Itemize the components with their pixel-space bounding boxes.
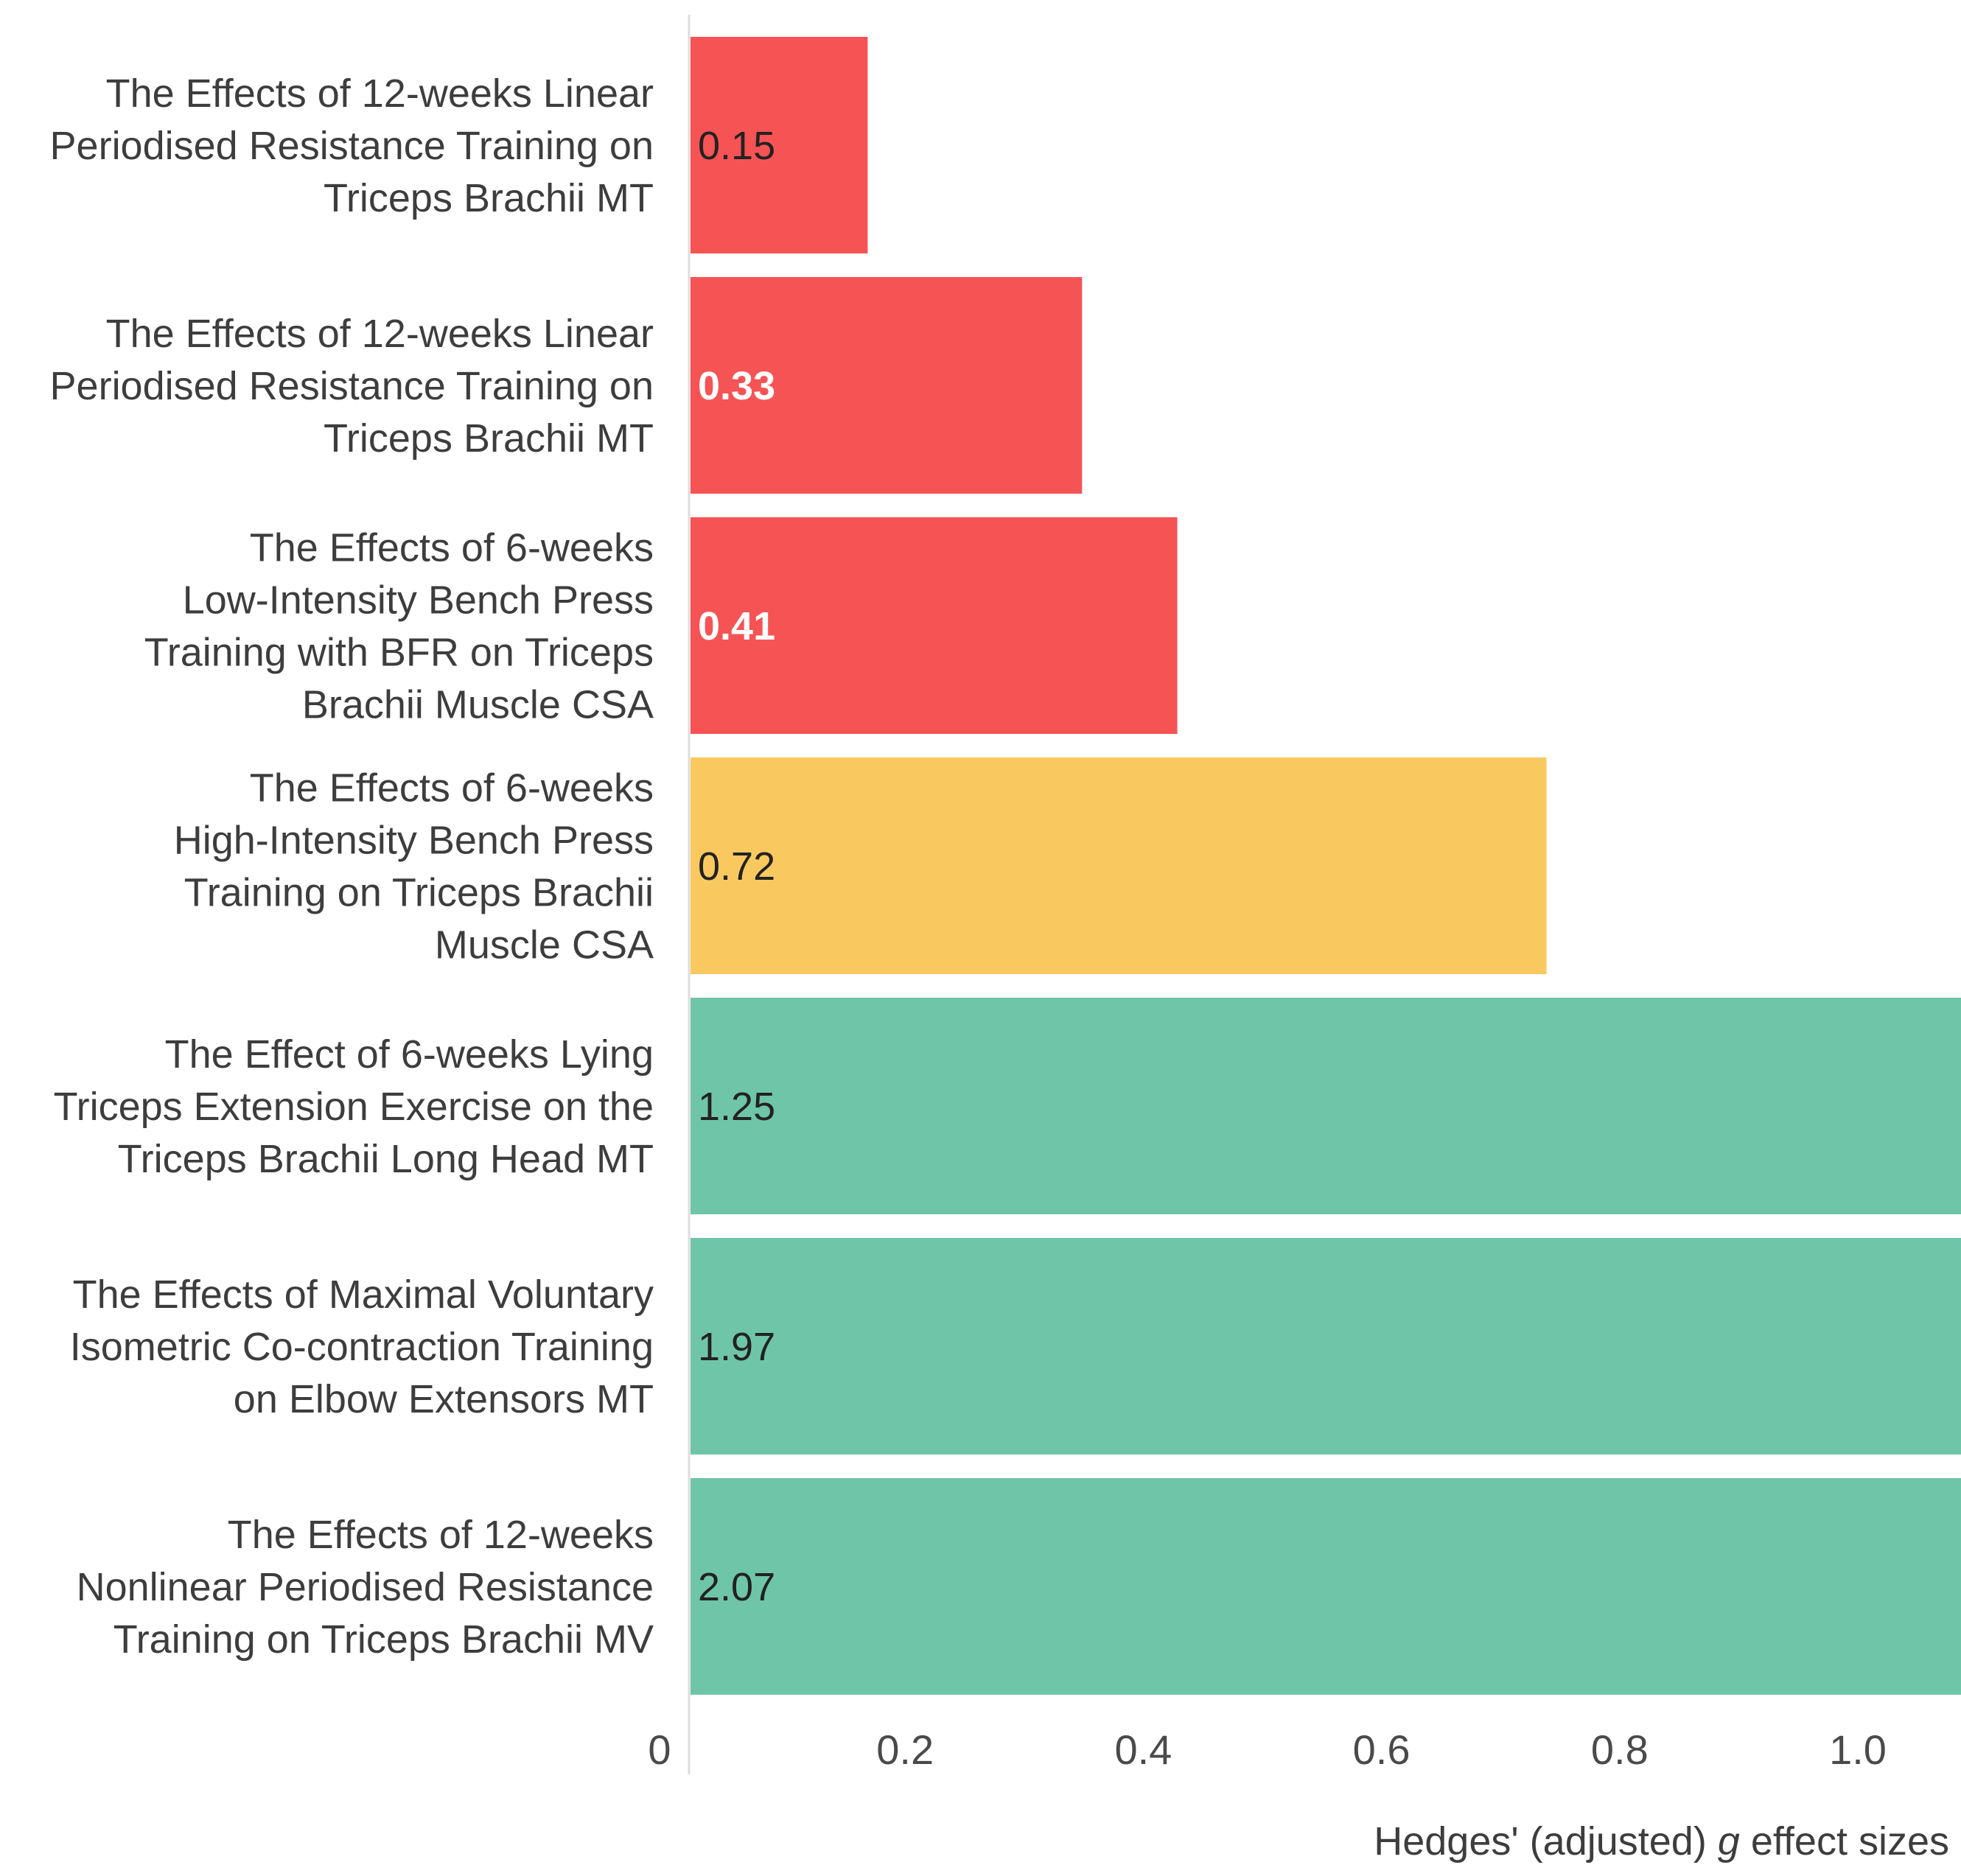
data-label: 2.07 (698, 1565, 775, 1609)
data-label: 1.97 (698, 1325, 775, 1369)
x-tick-label: 1.0 (1829, 1726, 1887, 1773)
bar (691, 1238, 1961, 1455)
bar (691, 517, 1178, 734)
x-tick-label: 0 (648, 1726, 671, 1773)
data-labels: 0.15 0.33 0.41 0.72 1.25 1.97 2.07 (698, 124, 775, 1609)
category-label: The Effects of Maximal Voluntary Isometri… (70, 1273, 654, 1421)
bar (691, 998, 1961, 1214)
bar (691, 277, 1083, 494)
x-axis-title-part: Hedges' (adjusted) (1374, 1819, 1718, 1863)
bars (691, 37, 1961, 1695)
bar (691, 757, 1547, 974)
category-labels: The Effects of 12-weeks Linear Periodised… (50, 71, 654, 1662)
x-tick-label: 0.8 (1591, 1726, 1649, 1773)
x-tick-label: 0.2 (876, 1726, 934, 1773)
data-label: 1.25 (698, 1085, 775, 1129)
x-axis-ticks: 00.20.40.60.81.01.21.41.61.82.02.2 (648, 1726, 1887, 1773)
x-axis-title: Hedges' (adjusted) g effect sizes (1374, 1819, 1949, 1863)
x-axis-title-part: g (1718, 1819, 1740, 1863)
category-label: The Effects of 12-weeks Nonlinear Periodi… (77, 1513, 654, 1662)
data-label: 0.15 (698, 124, 775, 168)
category-label: The Effects of 12-weeks Linear Periodised… (50, 71, 654, 220)
bar (691, 1478, 1961, 1695)
data-label: 0.72 (698, 844, 775, 889)
data-label: 0.41 (698, 604, 775, 648)
x-axis-title-part: effect sizes (1740, 1819, 1949, 1863)
bar (691, 37, 868, 253)
x-tick-label: 0.4 (1114, 1726, 1172, 1773)
x-tick-label: 0.6 (1353, 1726, 1411, 1773)
category-label: The Effect of 6-weeks Lying Triceps Exten… (54, 1032, 654, 1181)
category-label: The Effects of 6-weeks Low-Intensity Benc… (144, 526, 654, 727)
category-label: The Effects of 6-weeks High-Intensity Ben… (174, 766, 654, 967)
data-label: 0.33 (698, 364, 775, 408)
category-label: The Effects of 12-weeks Linear Periodised… (50, 312, 654, 461)
